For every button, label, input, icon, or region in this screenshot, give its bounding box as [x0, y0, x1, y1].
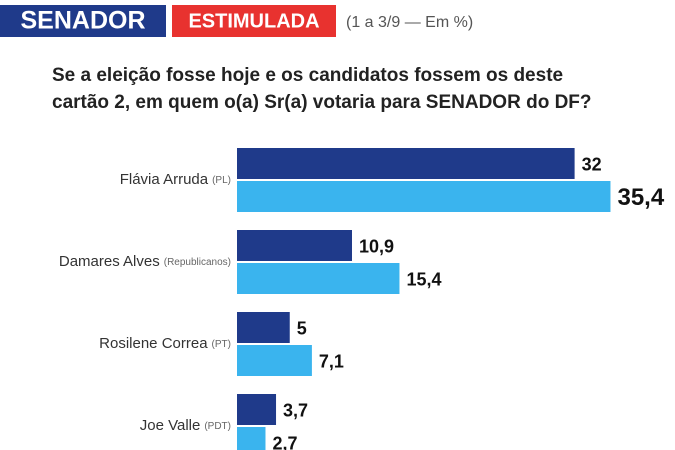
tag-box	[0, 5, 166, 37]
bar	[237, 230, 352, 261]
category-name: Damares Alves	[59, 253, 160, 270]
subtitle: (1 a 3/9 — Em %)	[346, 14, 473, 31]
tag2-box	[172, 5, 336, 37]
category-name: Joe Valle	[140, 417, 201, 434]
value-label: 32	[582, 154, 602, 174]
category-label: Damares Alves (Republicanos)	[59, 253, 231, 270]
title-line: cartão 2, em quem o(a) Sr(a) votaria par…	[52, 92, 592, 113]
tag: SENADOR	[20, 7, 145, 35]
party-label: (PT)	[212, 339, 231, 350]
bar	[237, 394, 277, 425]
value-label: 7,1	[319, 351, 344, 371]
bar	[237, 263, 400, 294]
category-label: Flávia Arruda (PL)	[120, 171, 231, 188]
category-name: Flávia Arruda	[120, 171, 209, 188]
category-name: Rosilene Correa	[99, 335, 208, 352]
value-label: 10,9	[359, 236, 394, 256]
party-label: (Republicanos)	[164, 257, 231, 268]
value-label: 35,4	[617, 184, 664, 211]
party-label: (PDT)	[204, 421, 231, 432]
value-label: 15,4	[406, 269, 441, 289]
category-label: Rosilene Correa (PT)	[99, 335, 231, 352]
bar	[237, 148, 575, 179]
bar	[237, 427, 266, 450]
bar	[237, 312, 290, 343]
bar	[237, 345, 312, 376]
party-label: (PL)	[212, 175, 231, 186]
bar	[237, 181, 611, 212]
value-label: 2,7	[272, 433, 297, 450]
value-label: 3,7	[283, 400, 308, 420]
category-label: Joe Valle (PDT)	[140, 417, 231, 434]
tag2: ESTIMULADA	[188, 10, 319, 32]
value-label: 5	[297, 318, 307, 338]
title-line: Se a eleição fosse hoje e os candidatos …	[52, 65, 563, 86]
